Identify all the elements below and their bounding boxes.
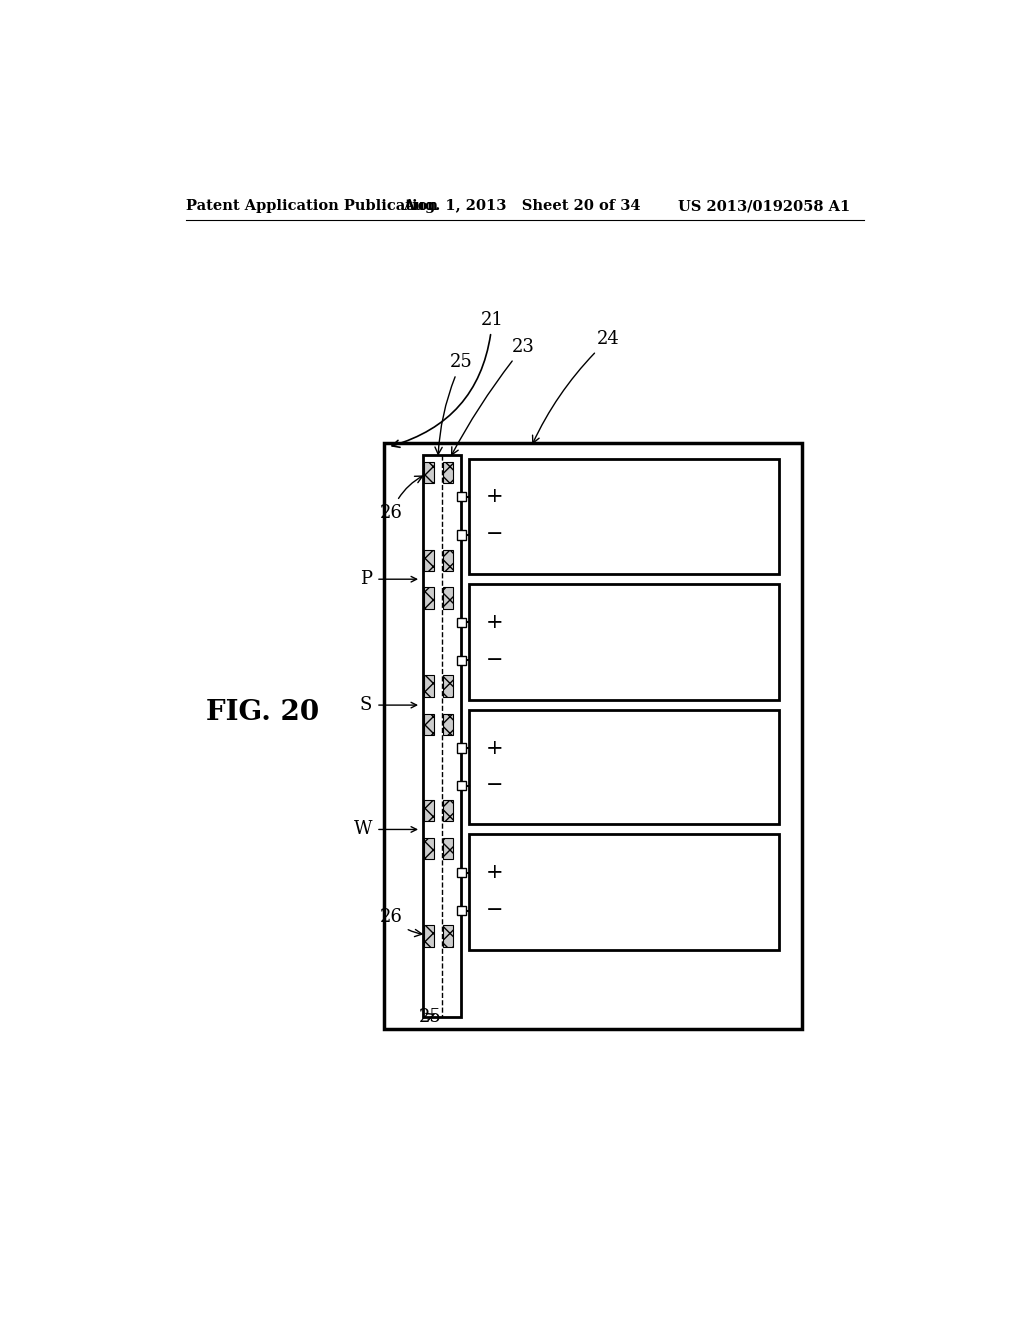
Bar (424, 549, 434, 572)
Text: −: − (486, 902, 504, 920)
Bar (442, 925, 453, 946)
Bar (424, 587, 434, 609)
Bar (442, 549, 453, 572)
Bar (469, 585, 779, 700)
Text: −: − (486, 776, 504, 795)
Bar (424, 837, 434, 859)
Bar (442, 587, 453, 609)
Bar (424, 714, 434, 735)
Text: W: W (353, 821, 372, 838)
Bar (424, 925, 434, 946)
Bar (457, 906, 466, 915)
Text: +: + (486, 487, 504, 507)
Bar (469, 459, 779, 574)
Bar (442, 462, 453, 483)
Bar (424, 462, 434, 483)
Bar (442, 837, 453, 859)
Bar (457, 743, 466, 752)
Bar (469, 834, 779, 950)
Bar (457, 781, 466, 791)
Text: US 2013/0192058 A1: US 2013/0192058 A1 (678, 199, 851, 213)
Text: S: S (359, 696, 372, 714)
Bar (457, 869, 466, 878)
Bar (442, 675, 453, 697)
Text: FIG. 20: FIG. 20 (206, 700, 318, 726)
Text: 23: 23 (452, 338, 535, 455)
Text: 26: 26 (380, 908, 422, 937)
Text: Aug. 1, 2013   Sheet 20 of 34: Aug. 1, 2013 Sheet 20 of 34 (403, 199, 641, 213)
Text: 21: 21 (392, 312, 504, 447)
Bar (384, 444, 802, 1028)
Bar (442, 714, 453, 735)
Text: 25: 25 (435, 354, 473, 454)
Text: 25: 25 (419, 1008, 441, 1026)
Bar (424, 800, 434, 821)
Text: +: + (486, 739, 504, 758)
Text: +: + (486, 612, 504, 632)
Text: Patent Application Publication: Patent Application Publication (186, 199, 438, 213)
Bar (424, 675, 434, 697)
Text: P: P (360, 570, 372, 589)
Text: −: − (486, 525, 504, 544)
Bar (457, 618, 466, 627)
Bar (457, 656, 466, 665)
Bar (457, 531, 466, 540)
Bar (469, 710, 779, 825)
Bar (423, 455, 461, 1016)
Text: −: − (486, 651, 504, 671)
Text: 24: 24 (532, 330, 620, 444)
Text: 26: 26 (380, 477, 423, 521)
Text: +: + (486, 863, 504, 882)
Bar (442, 800, 453, 821)
Bar (457, 492, 466, 502)
